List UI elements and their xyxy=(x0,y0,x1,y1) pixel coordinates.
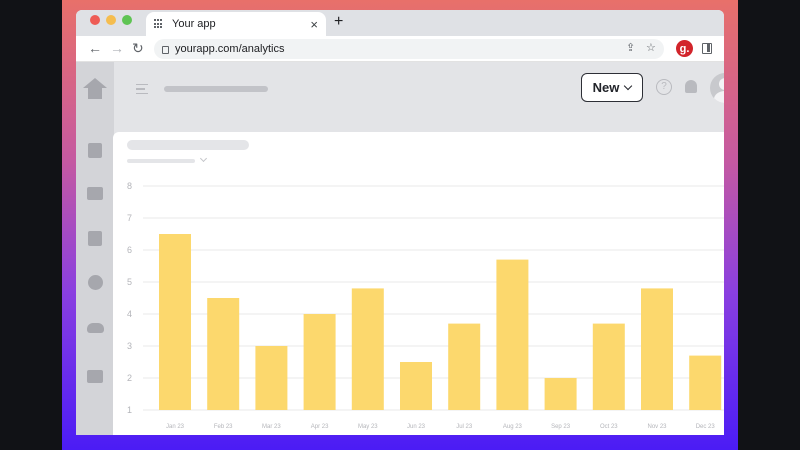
image-icon[interactable] xyxy=(84,365,106,387)
extension-badge-icon[interactable]: g. xyxy=(676,40,693,57)
side-panel-icon[interactable] xyxy=(702,43,712,54)
browser-window: Your app × + ← → ↻ yourapp.com/analytics… xyxy=(76,10,724,435)
bar-feb-23[interactable] xyxy=(207,298,240,410)
notification-bell-icon[interactable] xyxy=(685,80,697,93)
new-button[interactable]: New xyxy=(581,73,643,102)
y-tick-label: 1 xyxy=(127,405,132,415)
url-text: yourapp.com/analytics xyxy=(175,43,285,55)
new-button-label: New xyxy=(592,80,620,95)
x-tick-label: Oct 23 xyxy=(600,424,618,430)
chevron-down-icon xyxy=(624,81,633,90)
app-header: New ? xyxy=(114,62,724,122)
sidebar xyxy=(76,62,114,435)
minimize-window-button[interactable] xyxy=(106,15,116,25)
bar-jul-23[interactable] xyxy=(448,323,481,410)
maximize-window-button[interactable] xyxy=(122,15,132,25)
x-tick-label: Sep 23 xyxy=(551,424,571,430)
x-tick-label: Feb 23 xyxy=(214,424,233,430)
bar-apr-23[interactable] xyxy=(303,314,336,410)
x-tick-label: Aug 23 xyxy=(503,424,523,430)
folder-icon[interactable] xyxy=(84,182,106,204)
bar-jan-23[interactable] xyxy=(159,234,191,410)
chart-title-placeholder xyxy=(127,140,249,150)
x-tick-label: Dec 23 xyxy=(696,424,716,430)
forward-arrow-icon[interactable]: → xyxy=(110,40,124,56)
tab-strip: Your app × + xyxy=(76,10,724,36)
tab-close-icon[interactable]: × xyxy=(310,16,318,32)
reload-icon[interactable]: ↻ xyxy=(132,40,144,56)
new-tab-button[interactable]: + xyxy=(334,13,344,30)
x-tick-label: Nov 23 xyxy=(647,424,667,430)
y-tick-label: 3 xyxy=(127,341,132,351)
back-arrow-icon[interactable]: ← xyxy=(88,40,102,56)
lock-icon xyxy=(162,46,169,54)
document-icon[interactable] xyxy=(84,139,106,161)
x-tick-label: Jan 23 xyxy=(166,424,185,430)
x-tick-label: Mar 23 xyxy=(262,424,281,430)
bar-nov-23[interactable] xyxy=(641,288,673,410)
share-icon[interactable]: ⇪ xyxy=(626,42,636,54)
bar-dec-23[interactable] xyxy=(689,355,722,410)
app-grid-icon xyxy=(154,19,164,29)
tab-title: Your app xyxy=(172,18,216,30)
bookmark-star-icon[interactable]: ☆ xyxy=(646,42,656,54)
x-tick-label: May 23 xyxy=(358,424,378,430)
bar-chart: 1 2 3 4 5 6 7 8 Jan 23 Feb 23 Mar 23 Apr 23 May 23 Ju… xyxy=(127,181,724,430)
table-icon[interactable] xyxy=(84,227,106,249)
y-tick-label: 6 xyxy=(127,245,132,255)
x-tick-label: Jun 23 xyxy=(407,424,426,430)
menu-icon[interactable] xyxy=(136,84,148,94)
home-icon[interactable] xyxy=(83,78,107,100)
browser-tab[interactable]: Your app × xyxy=(146,12,326,36)
clock-icon[interactable] xyxy=(84,271,106,293)
bar-sep-23[interactable] xyxy=(544,378,577,410)
close-window-button[interactable] xyxy=(90,15,100,25)
app-area: New ? 1 2 3 4 5 6 7 8 Jan 23 Feb 23 Mar 23 Apr 23 Ma… xyxy=(76,62,724,435)
x-tick-label: Apr 23 xyxy=(311,424,329,430)
bar-jun-23[interactable] xyxy=(400,362,432,410)
page-title-placeholder xyxy=(164,86,268,92)
y-tick-label: 8 xyxy=(127,181,132,191)
bar-oct-23[interactable] xyxy=(592,323,625,410)
date-range-placeholder[interactable] xyxy=(127,159,195,163)
bar-aug-23[interactable] xyxy=(496,259,529,410)
y-tick-label: 7 xyxy=(127,213,132,223)
bar-mar-23[interactable] xyxy=(255,346,288,410)
x-tick-label: Jul 23 xyxy=(456,424,473,430)
bar-may-23[interactable] xyxy=(351,288,384,410)
browser-toolbar: ← → ↻ yourapp.com/analytics ⇪ ☆ g. xyxy=(76,36,724,62)
chart-card: 1 2 3 4 5 6 7 8 Jan 23 Feb 23 Mar 23 Apr 23 May 23 Ju… xyxy=(113,132,724,435)
help-icon[interactable]: ? xyxy=(656,79,672,95)
avatar[interactable] xyxy=(710,73,724,103)
cloud-icon[interactable] xyxy=(84,317,106,339)
y-tick-label: 2 xyxy=(127,373,132,383)
y-tick-label: 5 xyxy=(127,277,132,287)
address-bar[interactable]: yourapp.com/analytics xyxy=(154,39,664,59)
y-tick-label: 4 xyxy=(127,309,132,319)
